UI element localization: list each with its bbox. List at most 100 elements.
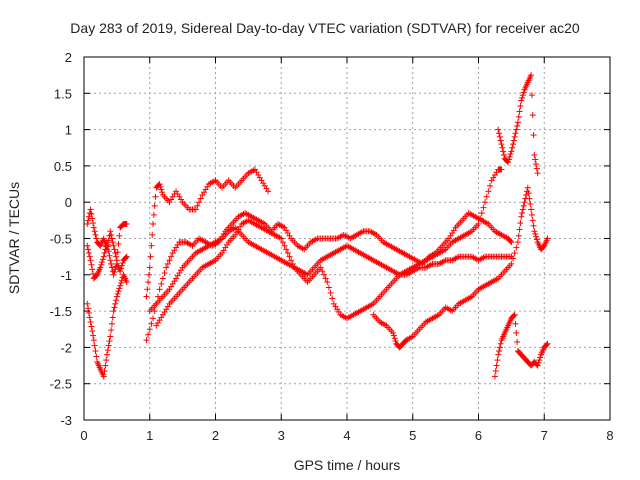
data-point: [519, 206, 526, 213]
data-point: [102, 362, 109, 369]
data-point: [108, 320, 115, 327]
data-point: [164, 260, 171, 267]
series-track-D: [153, 166, 505, 329]
data-point: [112, 300, 119, 307]
data-point: [104, 351, 111, 358]
data-point: [391, 335, 398, 342]
data-point: [288, 257, 295, 264]
data-point: [507, 151, 514, 158]
y-tick-label: 1.5: [54, 86, 72, 101]
data-point: [286, 253, 293, 260]
data-point: [475, 220, 482, 227]
data-point: [478, 210, 485, 217]
series-early-lower: [84, 271, 130, 380]
data-point: [111, 304, 118, 311]
data-point: [390, 332, 397, 339]
data-point: [535, 359, 542, 366]
data-point: [90, 337, 97, 344]
data-point: [89, 266, 96, 273]
data-point: [510, 137, 517, 144]
data-point: [168, 253, 175, 260]
y-tick-label: 0: [65, 195, 72, 210]
data-point: [528, 72, 535, 79]
data-point: [533, 236, 540, 243]
data-point: [510, 255, 517, 262]
data-point: [196, 199, 203, 206]
data-point: [508, 239, 515, 246]
data-point: [534, 362, 541, 369]
data-point: [90, 332, 97, 339]
data-point: [531, 152, 538, 159]
data-point: [146, 264, 153, 271]
data-point: [88, 323, 95, 330]
data-point: [123, 253, 130, 260]
series-track-E: [370, 184, 551, 351]
data-point: [107, 333, 114, 340]
data-point: [84, 242, 91, 249]
data-point: [279, 239, 286, 246]
data-point: [283, 246, 290, 253]
data-point: [530, 132, 537, 139]
data-point: [85, 246, 92, 253]
data-point: [477, 215, 484, 222]
data-point: [513, 329, 520, 336]
data-point: [122, 254, 129, 261]
data-point: [158, 186, 165, 193]
data-point: [520, 89, 527, 96]
data-point: [90, 224, 97, 231]
data-point: [482, 199, 489, 206]
data-point: [166, 257, 173, 264]
data-point: [284, 250, 291, 257]
data-point: [524, 184, 531, 191]
data-point: [110, 242, 117, 249]
data-point: [101, 367, 108, 374]
data-point: [194, 202, 201, 209]
x-tick-labels: 0 1 2 3 4 5 6 7 8: [80, 428, 613, 443]
data-point: [111, 269, 118, 276]
data-point: [507, 238, 514, 245]
data-point: [113, 293, 120, 300]
data-point: [495, 351, 502, 358]
data-point: [90, 220, 97, 227]
data-point: [93, 353, 100, 360]
data-point: [92, 348, 99, 355]
data-point: [319, 268, 326, 275]
data-point: [509, 144, 516, 151]
data-point: [483, 193, 490, 200]
data-point: [91, 342, 98, 349]
data-point: [516, 108, 523, 115]
series-track-B: [143, 210, 515, 344]
y-tick-label: -2: [60, 340, 72, 355]
data-point: [101, 250, 108, 257]
data-point: [145, 331, 152, 338]
data-point: [106, 338, 113, 345]
data-point: [510, 141, 517, 148]
data-point: [514, 119, 521, 126]
y-axis-label: SDTVAR / TECUs: [6, 182, 22, 294]
data-point: [511, 133, 518, 140]
data-point: [533, 165, 540, 172]
data-point: [100, 373, 107, 380]
data-point: [87, 206, 94, 213]
data-point: [99, 259, 106, 266]
data-point: [325, 284, 332, 291]
data-point: [526, 195, 533, 202]
data-point: [113, 253, 120, 260]
data-point: [150, 315, 157, 322]
axis-ticks: [83, 56, 611, 421]
data-point: [528, 92, 535, 99]
data-point: [265, 188, 272, 195]
data-point: [103, 357, 110, 364]
data-point: [491, 373, 498, 380]
data-point: [150, 211, 157, 218]
x-tick-label: 1: [146, 428, 153, 443]
data-point: [87, 318, 94, 325]
data-point: [485, 188, 492, 195]
data-point: [104, 243, 111, 250]
data-point: [97, 264, 104, 271]
data-point: [519, 210, 526, 217]
data-point: [320, 271, 327, 278]
y-tick-label: -2.5: [50, 377, 72, 392]
data-point: [519, 94, 526, 101]
data-point: [529, 112, 536, 119]
